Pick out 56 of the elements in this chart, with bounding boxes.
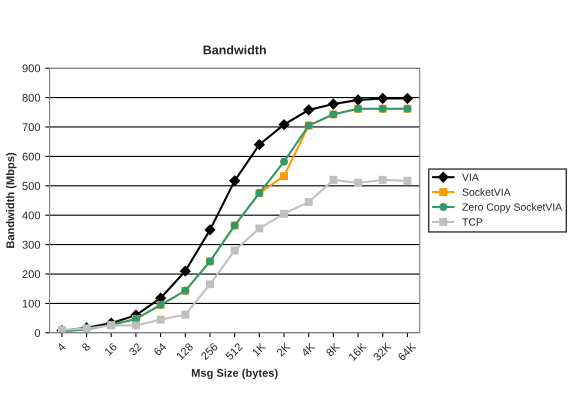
point <box>254 139 265 150</box>
point <box>278 119 290 130</box>
point <box>329 176 338 184</box>
x-tick-label: 1K <box>252 342 266 357</box>
y-tick-label: 100 <box>22 300 40 308</box>
point <box>229 175 240 186</box>
x-tick-label: 512 <box>224 342 243 360</box>
x-tick-label: 64 <box>153 342 167 356</box>
point <box>377 93 388 104</box>
x-tick-label: 32 <box>128 342 142 356</box>
point <box>204 224 216 236</box>
legend-label: Zero Copy SocketVIA <box>462 203 562 213</box>
y-tick-label: 700 <box>22 123 40 132</box>
x-tick-label: 16K <box>348 342 368 362</box>
point <box>402 93 413 104</box>
point <box>230 246 239 254</box>
y-tick-label: 0 <box>34 329 40 337</box>
x-tick-label: 32K <box>372 342 392 362</box>
x-tick-label: 256 <box>200 342 218 360</box>
point <box>303 104 314 116</box>
y-tick-label: 400 <box>22 211 40 220</box>
point <box>280 158 288 166</box>
y-tick-label: 600 <box>22 152 40 161</box>
x-tick-label: 16 <box>104 342 118 356</box>
point <box>255 224 264 232</box>
point <box>328 98 339 110</box>
y-tick-label: 300 <box>22 240 40 249</box>
x-tick-label: 4 <box>56 342 66 352</box>
point <box>378 176 387 184</box>
point <box>304 198 313 206</box>
x-axis-title: Msg Size (bytes) <box>192 368 278 380</box>
legend-label: TCP <box>462 218 482 226</box>
point <box>156 316 165 324</box>
point <box>354 178 362 187</box>
legend-label: SocketVIA <box>462 188 511 196</box>
y-tick-label: 200 <box>22 270 40 278</box>
point <box>352 94 364 106</box>
y-axis-title: Bandwidth (Mbps) <box>6 152 16 248</box>
x-tick-label: 64K <box>397 342 416 362</box>
y-tick-label: 500 <box>22 182 40 190</box>
x-tick-label: 8K <box>325 342 340 357</box>
x-tick-label: 2K <box>276 342 291 357</box>
chart-title: Bandwidth <box>204 45 266 54</box>
y-tick-label: 900 <box>22 64 40 72</box>
x-tick-label: 8 <box>81 342 91 352</box>
x-tick-label: 128 <box>176 342 194 360</box>
point <box>180 266 191 277</box>
point <box>206 280 214 288</box>
point <box>280 210 288 218</box>
point <box>181 310 190 319</box>
point <box>132 321 140 330</box>
point <box>403 176 412 185</box>
y-tick-label: 800 <box>22 94 40 102</box>
point <box>280 172 288 180</box>
x-tick-label: 4K <box>300 342 316 357</box>
legend-label: VIA <box>462 174 479 181</box>
